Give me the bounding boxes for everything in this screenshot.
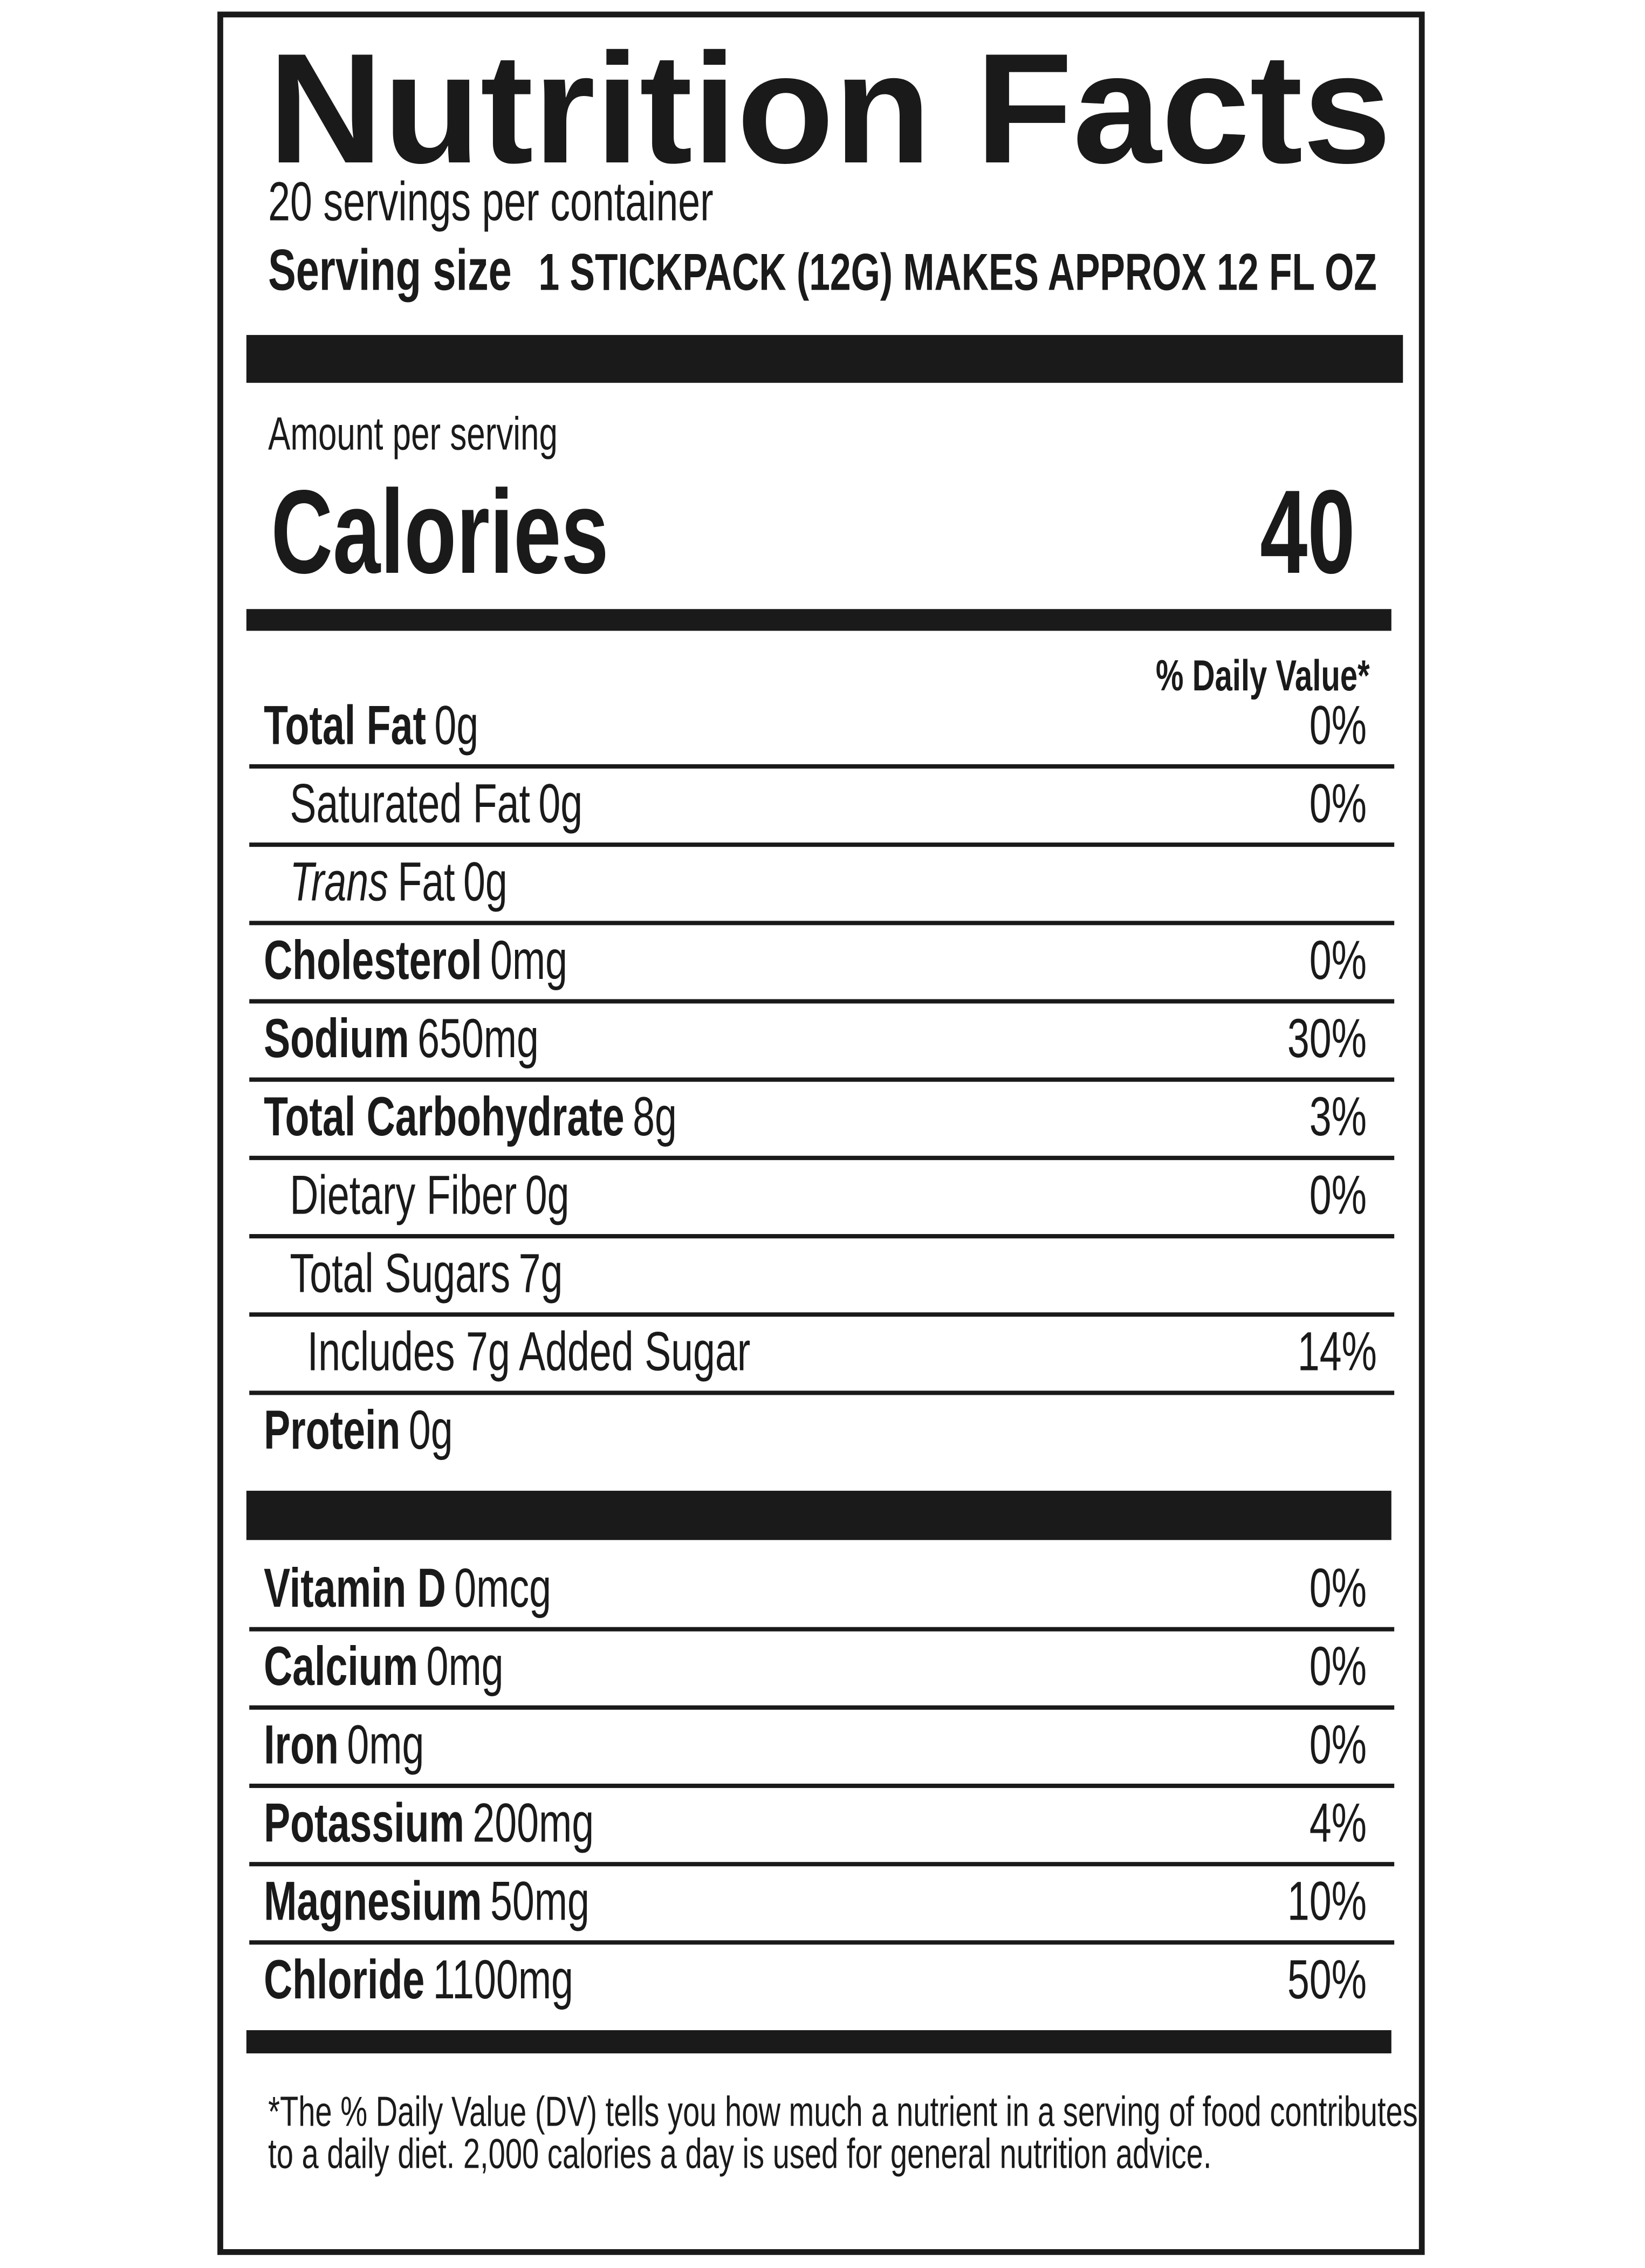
footnote: *The % Daily Value (DV) tells you how mu… [268,2089,1418,2135]
nutrient-name: Total Fat [264,694,426,756]
nutrient-row: Total Fat 0g [264,694,478,756]
servings: 20 servings per container [268,170,714,232]
nutrient-name: Cholesterol [264,929,482,991]
nutrient-amount: 0g [463,851,508,913]
rows: Total Fat 0g 0%Saturated Fat 0g 0%Trans Fat 0g… [249,694,1395,2010]
separator [249,921,1395,926]
daily-value: 4% [1310,1792,1367,1854]
daily-value: 14% [1298,1320,1377,1382]
nutrient-amount: 8g [633,1085,677,1147]
nutrient-name: Magnesium [264,1870,482,1932]
nutrient-amount: 0g [409,1399,453,1461]
daily-value: 0% [1310,1713,1367,1775]
nutrient-row: Trans Fat 0g [290,851,507,913]
nutrient-name: Total Sugars [290,1242,510,1304]
daily-value: 50% [1287,1948,1367,2010]
daily-value: 0% [1310,772,1367,834]
thick-bar [246,1490,1392,1540]
daily-value-header: % Daily Value* [1156,650,1370,700]
nutrient-row: Magnesium 50mg [264,1870,590,1932]
nutrient-row: Cholesterol 0mg [264,929,567,991]
separator [249,999,1395,1004]
calories-label: Calories [271,465,609,598]
nutrient-amount: 0g [538,772,582,834]
daily-value: 0% [1310,694,1367,756]
nutrient-amount: 650mg [417,1007,539,1069]
medium-bar [246,2030,1392,2054]
separator [249,1390,1395,1395]
separator [249,764,1395,769]
daily-value: 0% [1310,1635,1367,1697]
nutrient-name: Includes 7g Added Sugar [307,1320,751,1382]
nutrient-name: Fat [397,851,455,913]
nutrient-name: Saturated Fat [290,772,530,834]
nutrient-row: Saturated Fat 0g [290,772,582,834]
separator [249,1627,1395,1632]
thick-bar [246,335,1403,383]
nutrient-amount: 0mg [427,1635,504,1697]
nutrient-amount: 7g [519,1242,563,1304]
nutrient-row: Calcium 0mg [264,1635,504,1697]
nutrient-row: Sodium 650mg [264,1007,539,1069]
title: Nutrition Facts [268,20,1392,196]
medium-bar [246,609,1392,631]
amount-per-serving: Amount per serving [268,407,558,459]
separator [249,1784,1395,1789]
nutrient-name-italic: Trans [290,851,388,913]
daily-value: 0% [1310,1557,1367,1619]
nutrient-amount: 0mg [347,1713,424,1775]
nutrient-name: Vitamin D [264,1557,446,1619]
separator [249,1862,1395,1867]
nutrient-name: Chloride [264,1948,424,2010]
nutrient-row: Total Sugars 7g [290,1242,563,1304]
footnote: to a daily diet. 2,000 calories a day is… [268,2131,1211,2177]
separator [249,1705,1395,1710]
serving-size: 1 STICKPACK (12G) MAKES APPROX 12 FL OZ [538,243,1376,301]
nutrient-name: Dietary Fiber [290,1163,517,1225]
daily-value: 0% [1310,1163,1367,1225]
border [217,11,1425,2255]
nutrient-row: Protein 0g [264,1399,453,1461]
separator [249,1155,1395,1160]
calories-value: 40 [1260,465,1355,598]
nutrient-amount: 0mg [490,929,567,991]
nutrient-amount: 0mcg [454,1557,551,1619]
daily-value: 3% [1310,1085,1367,1147]
serving-size-label: Serving size [268,237,512,303]
nutrient-row: Includes 7g Added Sugar [307,1320,751,1382]
nutrient-name: Potassium [264,1792,464,1854]
nutrient-row: Chloride 1100mg [264,1948,573,2010]
nutrient-name: Sodium [264,1007,409,1069]
daily-value: 10% [1287,1870,1367,1932]
nutrient-amount: 1100mg [433,1948,573,2010]
nutrient-row: Dietary Fiber 0g [290,1163,569,1225]
nutrient-amount: 0g [525,1163,570,1225]
nutrient-amount: 200mg [472,1792,594,1854]
nutrient-name: Total Carbohydrate [264,1085,625,1147]
separator [249,1940,1395,1945]
nutrient-row: Total Carbohydrate 8g [264,1085,677,1147]
nutrient-amount: 0g [434,694,478,756]
nutrient-name: Protein [264,1399,400,1461]
nutrient-name: Iron [264,1713,339,1775]
nutrient-row: Vitamin D 0mcg [264,1557,551,1619]
separator [249,1312,1395,1317]
daily-value: 30% [1287,1007,1367,1069]
nutrient-name: Calcium [264,1635,418,1697]
separator [249,1234,1395,1239]
nutrient-row: Potassium 200mg [264,1792,594,1854]
nutrient-amount: 50mg [490,1870,590,1932]
separator [249,842,1395,847]
nutrient-row: Iron 0mg [264,1713,424,1775]
separator [249,1077,1395,1082]
daily-value: 0% [1310,929,1367,991]
